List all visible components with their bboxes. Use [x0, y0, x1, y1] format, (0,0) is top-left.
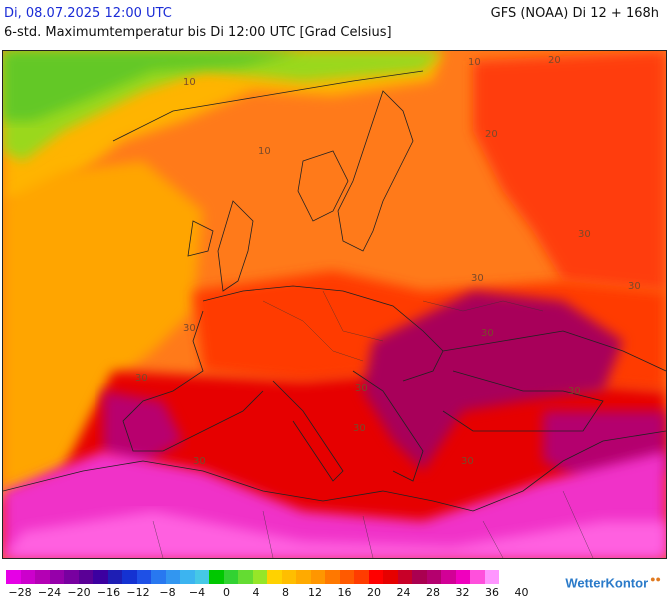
color-swatch — [397, 570, 412, 584]
color-swatch — [441, 570, 456, 584]
contour-label: 30 — [353, 423, 366, 434]
scale-label: 40 — [514, 586, 529, 599]
color-swatch — [49, 570, 64, 584]
color-swatch — [296, 570, 311, 584]
color-swatch — [194, 570, 209, 584]
scale-label: 24 — [396, 586, 411, 599]
scale-label: −16 — [96, 586, 121, 599]
color-swatch — [281, 570, 296, 584]
color-swatch — [426, 570, 441, 584]
scale-label: 8 — [282, 586, 289, 599]
color-scale — [6, 570, 499, 584]
contour-label: 10 — [468, 57, 481, 68]
color-swatch — [136, 570, 151, 584]
scale-label: −28 — [8, 586, 32, 599]
scale-label: 28 — [426, 586, 440, 599]
contour-label: 10 — [183, 77, 196, 88]
color-swatch — [339, 570, 354, 584]
scale-label: 4 — [252, 586, 260, 599]
color-swatch — [64, 570, 79, 584]
map-subtitle: 6-std. Maximumtemperatur bis Di 12:00 UT… — [4, 25, 392, 40]
color-swatch — [122, 570, 137, 584]
color-swatch — [78, 570, 93, 584]
scale-label: −24 — [37, 586, 62, 599]
color-swatch — [455, 570, 470, 584]
contour-label: 30 — [481, 328, 494, 339]
scale-label: 16 — [337, 586, 352, 599]
contour-label: 30 — [471, 273, 484, 284]
scale-label: 32 — [455, 586, 470, 599]
contour-label: 30 — [628, 281, 641, 292]
color-swatch — [223, 570, 238, 584]
color-swatch — [383, 570, 398, 584]
scale-label: 12 — [308, 586, 322, 599]
scale-label: −12 — [126, 586, 150, 599]
color-swatch — [209, 570, 224, 584]
color-swatch — [252, 570, 267, 584]
scale-label: 36 — [485, 586, 499, 599]
color-swatch — [325, 570, 340, 584]
temperature-map: 10 10 10 20 20 30 30 30 30 30 30 30 30 3… — [2, 50, 667, 559]
color-swatch — [107, 570, 122, 584]
contour-label: 30 — [183, 323, 196, 334]
color-swatch — [20, 570, 35, 584]
color-swatch — [238, 570, 253, 584]
color-swatch — [470, 570, 485, 584]
contour-label: 30 — [193, 456, 206, 467]
contour-label: 30 — [461, 456, 474, 467]
contour-label: 30 — [135, 373, 148, 384]
color-swatch — [354, 570, 369, 584]
forecast-date: Di, 08.07.2025 12:00 UTC — [4, 6, 172, 21]
contour-label: 20 — [548, 55, 561, 66]
color-swatch — [267, 570, 282, 584]
scale-label: −20 — [67, 586, 91, 599]
contour-label: 30 — [568, 386, 581, 397]
scale-label: 0 — [223, 586, 230, 599]
map-graphic — [3, 51, 666, 558]
scale-label: −8 — [159, 586, 176, 599]
color-swatch — [93, 570, 108, 584]
contour-label: 30 — [355, 383, 368, 394]
color-swatch — [412, 570, 427, 584]
color-swatch — [6, 570, 21, 584]
color-scale-labels: −28 −24 −20 −16 −12 −8 −4 0 4 8 12 16 20 24 28 32 36 40 — [0, 586, 669, 600]
color-swatch — [35, 570, 50, 584]
contour-label: 30 — [578, 229, 591, 240]
color-swatch — [180, 570, 195, 584]
scale-label: 20 — [367, 586, 381, 599]
color-swatch — [368, 570, 383, 584]
brand-logo: WetterKontor ●● — [565, 574, 661, 591]
scale-label: −4 — [188, 586, 206, 599]
contour-label: 10 — [258, 146, 271, 157]
color-swatch — [484, 570, 499, 584]
model-run: GFS (NOAA) Di 12 + 168h — [490, 6, 659, 21]
contour-label: 20 — [485, 129, 498, 140]
color-swatch — [165, 570, 180, 584]
color-swatch — [151, 570, 166, 584]
color-swatch — [310, 570, 325, 584]
